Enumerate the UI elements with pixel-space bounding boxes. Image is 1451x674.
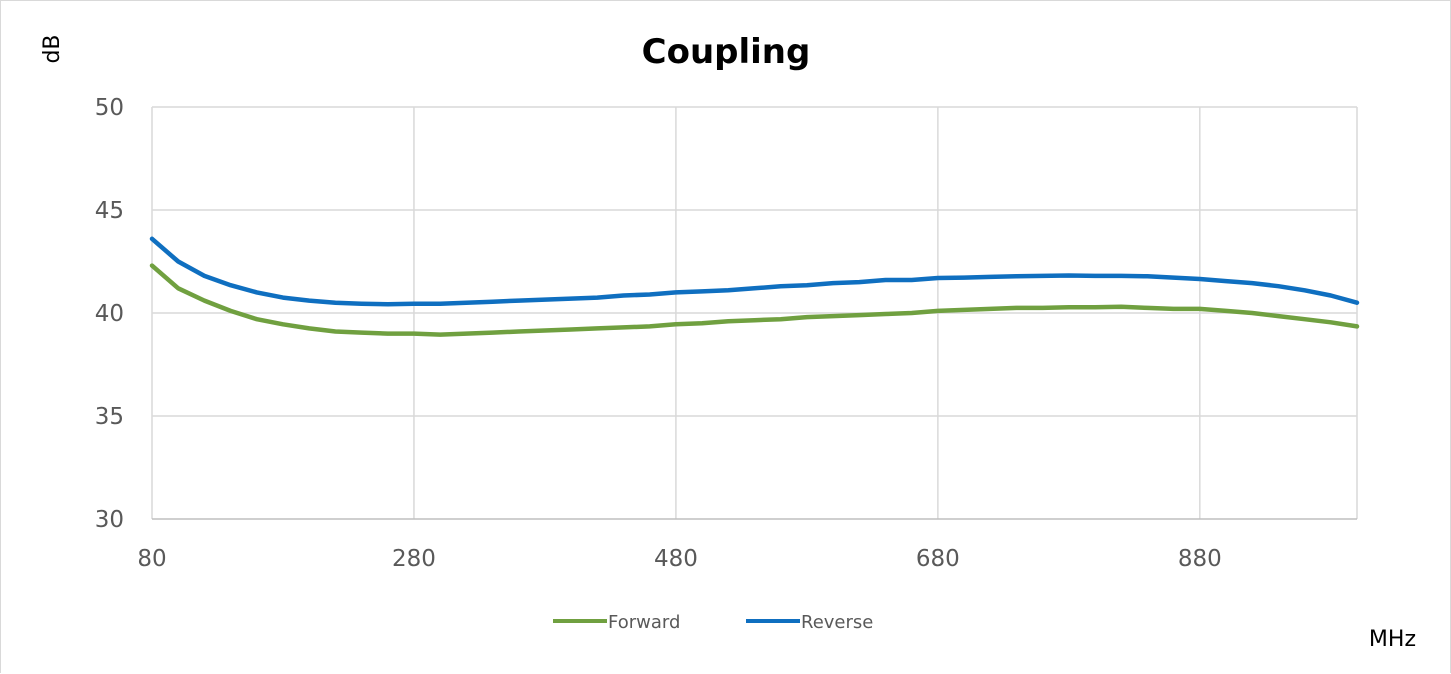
series-lines — [149, 236, 1360, 337]
x-axis-label: MHz — [1369, 627, 1416, 652]
x-tick-label: 80 — [137, 546, 166, 572]
series-line-forward — [149, 263, 1360, 337]
x-tick-label: 880 — [1178, 546, 1222, 572]
legend-label-forward: Forward — [608, 612, 680, 633]
y-tick-label: 35 — [95, 404, 124, 430]
series-line-reverse — [149, 236, 1360, 307]
y-tick-label: 40 — [95, 301, 124, 327]
y-tick-labels: 30 35 40 45 50 — [95, 95, 124, 533]
chart-title: Coupling — [642, 32, 811, 72]
x-tick-label: 480 — [654, 546, 698, 572]
x-tick-label: 680 — [916, 546, 960, 572]
y-tick-label: 50 — [95, 95, 124, 121]
y-tick-label: 30 — [95, 507, 124, 533]
legend: Forward Reverse — [553, 612, 873, 633]
x-tick-labels: 80 280 480 680 880 — [137, 546, 1221, 572]
gridlines — [151, 106, 1358, 519]
y-tick-label: 45 — [95, 198, 124, 224]
legend-label-reverse: Reverse — [801, 612, 873, 633]
x-tick-label: 280 — [392, 546, 436, 572]
y-axis-label: dB — [40, 34, 65, 63]
